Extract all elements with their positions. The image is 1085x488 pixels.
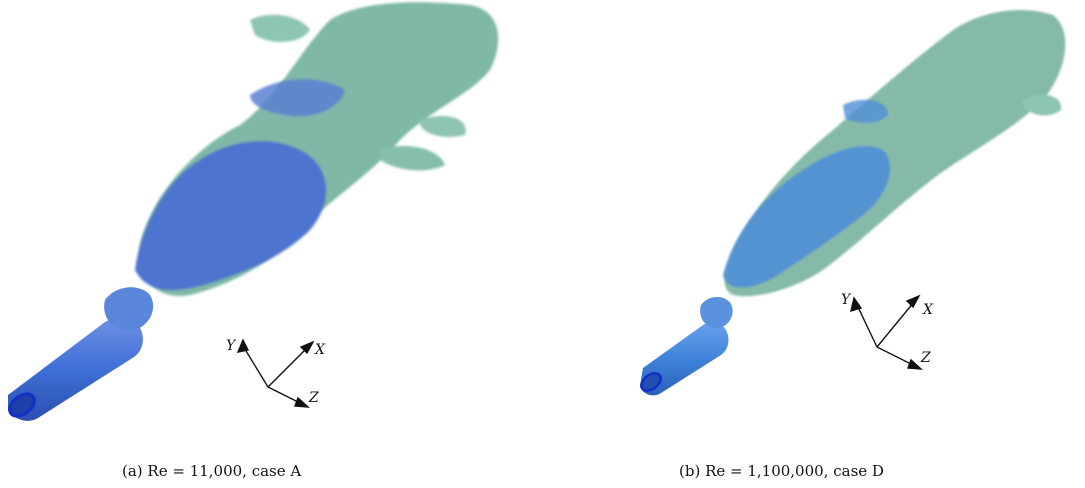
figure-caption-b: (b) Re = 1,100,000, case D	[679, 462, 884, 480]
nozzle-b	[640, 296, 733, 396]
jet-isosurface-render-a: Y X Z	[8, 2, 499, 421]
panel-b: Y X Z (b) Re = 1,100,000, case D	[543, 0, 1085, 488]
x-axis-label-b: X	[922, 302, 934, 318]
nozzle-a	[8, 287, 154, 421]
figure-caption-a: (a) Re = 11,000, case A	[122, 462, 302, 480]
inner-isosurface-a	[135, 79, 345, 290]
jet-isosurface-render-b: Y X Z	[640, 10, 1066, 396]
z-axis-label-a: Z	[308, 390, 319, 406]
inner-isosurface-b	[723, 99, 891, 288]
axes-triad-b	[850, 294, 923, 370]
y-axis-label-b: Y	[841, 292, 852, 308]
panel-a: Y X Z (a) Re = 11,000, case A	[0, 0, 542, 488]
axes-triad-a	[236, 338, 315, 408]
y-axis-label-a: Y	[226, 338, 237, 354]
x-axis-label-a: X	[314, 342, 326, 358]
z-axis-label-b: Z	[920, 350, 931, 366]
